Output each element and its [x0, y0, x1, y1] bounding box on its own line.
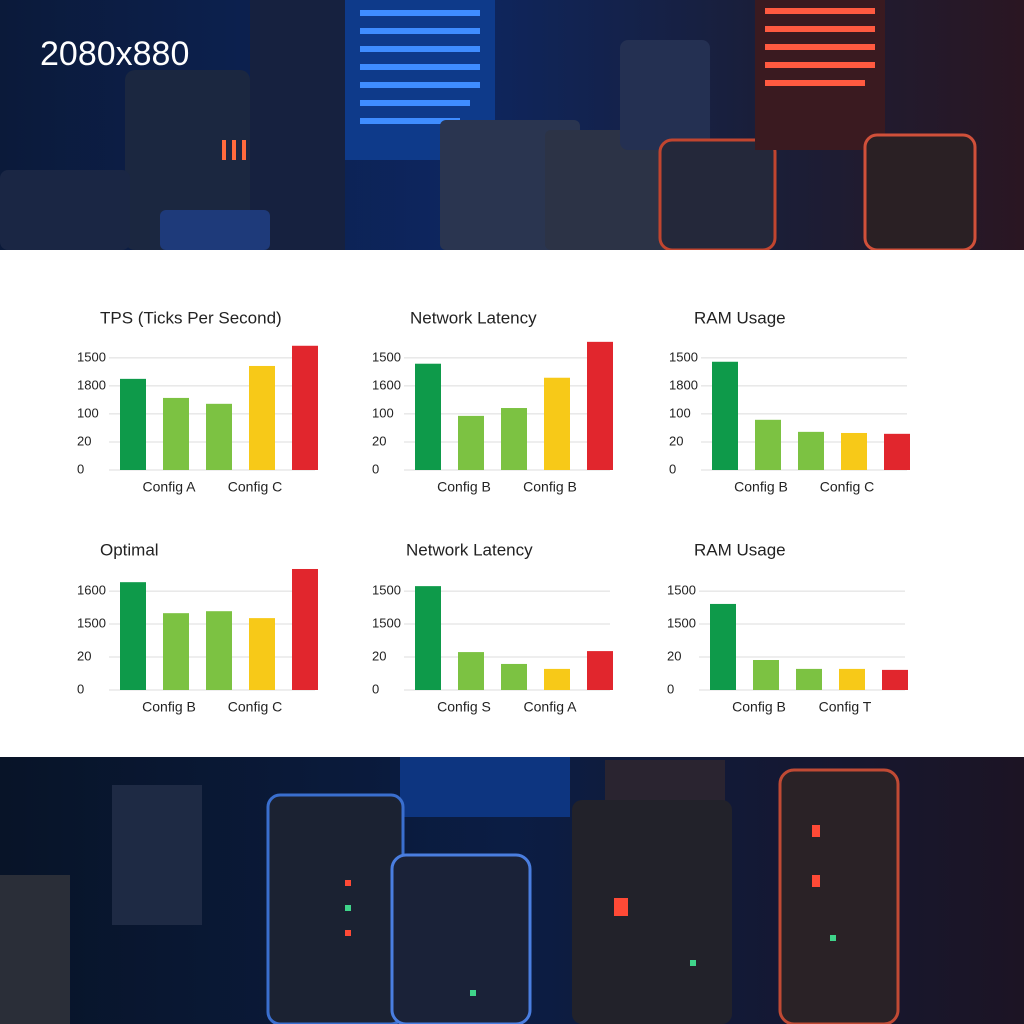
bar — [587, 341, 613, 470]
bar — [841, 432, 867, 470]
header-title: 2080x880 — [40, 35, 189, 73]
y-tick-label: 1500 — [667, 583, 696, 598]
chart-title: RAM Usage — [694, 308, 786, 327]
y-tick-label: 0 — [77, 681, 84, 696]
y-tick-label: 100 — [372, 405, 394, 420]
bar — [544, 377, 570, 470]
chart-title: TPS (Ticks Per Second) — [100, 308, 282, 327]
y-tick-label: 0 — [667, 681, 674, 696]
x-tick-label: Config C — [228, 479, 282, 495]
y-tick-label: 0 — [77, 461, 84, 476]
bar — [206, 403, 232, 470]
x-tick-label: Config B — [437, 479, 491, 495]
bottom-backdrop — [0, 757, 1024, 1024]
bar — [249, 365, 275, 470]
x-tick-label: Config S — [437, 699, 491, 715]
bar — [163, 613, 189, 690]
x-tick-label: Config B — [142, 699, 196, 715]
bar — [884, 433, 910, 470]
x-tick-label: Config B — [523, 479, 577, 495]
x-tick-label: Config B — [732, 699, 786, 715]
chart-title: Network Latency — [406, 540, 533, 559]
x-tick-label: Config A — [524, 699, 578, 715]
bar — [501, 408, 527, 470]
x-tick-label: Config B — [734, 479, 788, 495]
y-tick-label: 100 — [77, 405, 99, 420]
bar — [415, 586, 441, 690]
y-tick-label: 0 — [372, 461, 379, 476]
bar — [206, 611, 232, 690]
chart-title: RAM Usage — [694, 540, 786, 559]
x-tick-label: Config C — [820, 479, 874, 495]
bar — [292, 568, 318, 690]
bar — [120, 582, 146, 690]
y-tick-label: 1500 — [669, 349, 698, 364]
y-tick-label: 1600 — [77, 583, 106, 598]
bar — [501, 663, 527, 690]
chart-title: Optimal — [100, 540, 159, 559]
bar — [839, 668, 865, 690]
y-tick-label: 20 — [372, 648, 386, 663]
bar — [292, 345, 318, 470]
bar — [882, 669, 908, 690]
x-tick-label: Config A — [143, 479, 197, 495]
y-tick-label: 20 — [669, 433, 683, 448]
y-tick-label: 0 — [669, 461, 676, 476]
x-tick-label: Config T — [819, 699, 872, 715]
y-tick-label: 20 — [667, 648, 681, 663]
y-tick-label: 1500 — [372, 583, 401, 598]
y-tick-label: 1800 — [77, 377, 106, 392]
y-tick-label: 1500 — [77, 615, 106, 630]
y-tick-label: 20 — [372, 433, 386, 448]
x-tick-label: Config C — [228, 699, 282, 715]
bar — [798, 431, 824, 470]
y-tick-label: 20 — [77, 648, 91, 663]
y-tick-label: 1800 — [669, 377, 698, 392]
bar — [120, 378, 146, 470]
y-tick-label: 1600 — [372, 377, 401, 392]
y-tick-label: 1500 — [77, 349, 106, 364]
bar — [587, 651, 613, 690]
bar — [755, 419, 781, 470]
y-tick-label: 20 — [77, 433, 91, 448]
top-backdrop — [0, 0, 1024, 252]
bar — [163, 397, 189, 470]
y-tick-label: 1500 — [372, 349, 401, 364]
bar — [710, 603, 736, 690]
y-tick-label: 1500 — [372, 615, 401, 630]
bar — [712, 361, 738, 470]
bar — [796, 668, 822, 690]
bar — [458, 652, 484, 690]
chart-title: Network Latency — [410, 308, 537, 327]
bar — [415, 363, 441, 470]
bar — [544, 668, 570, 690]
bar — [458, 415, 484, 470]
bar — [753, 659, 779, 690]
bar — [249, 618, 275, 690]
y-tick-label: 100 — [669, 405, 691, 420]
y-tick-label: 0 — [372, 681, 379, 696]
y-tick-label: 1500 — [667, 615, 696, 630]
